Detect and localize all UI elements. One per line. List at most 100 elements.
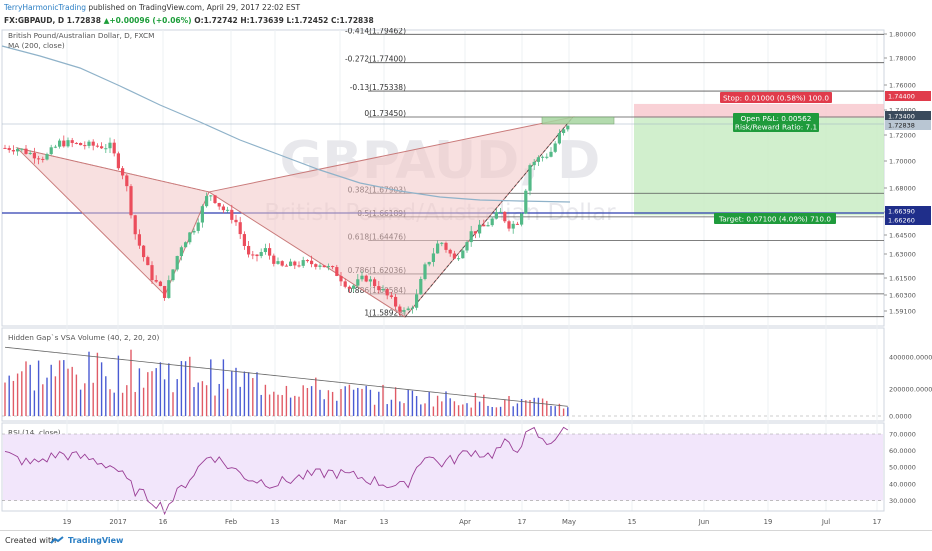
- candle-14: [62, 135, 66, 148]
- candle-118: [499, 207, 503, 213]
- candle-93: [394, 293, 398, 310]
- candle-130: [549, 147, 553, 158]
- candle-body-13: [58, 140, 62, 147]
- candle-body-60: [255, 254, 259, 257]
- candle-body-79: [335, 267, 339, 276]
- candle-49: [209, 194, 213, 201]
- fib-label-9: 1(1.58928): [364, 309, 406, 318]
- candle-body-77: [326, 266, 330, 268]
- price-tick-3: 1.74000: [889, 107, 916, 115]
- candle-body-27: [116, 153, 120, 169]
- candle-body-44: [188, 232, 192, 243]
- candle-75: [318, 263, 322, 270]
- candle-58: [247, 240, 251, 258]
- fib-label-1: -0.272(1.77400): [345, 55, 406, 64]
- ohlc-open: O:1.72742: [194, 16, 238, 25]
- candle-body-125: [528, 165, 532, 191]
- time-tick-2: 16: [159, 518, 168, 526]
- author-link[interactable]: TerryHarmonicTrading: [4, 3, 86, 12]
- candle-70: [297, 261, 301, 268]
- footer: Created with TradingView: [0, 530, 932, 551]
- candle-91: [385, 288, 389, 300]
- candle-97: [410, 305, 414, 314]
- time-tick-6: 13: [380, 518, 389, 526]
- candle-23: [100, 142, 104, 149]
- candle-105: [444, 241, 448, 253]
- candle-body-29: [125, 175, 129, 187]
- target-label: Target: 0.07100 (4.09%) 710.0: [714, 213, 836, 224]
- chart-area[interactable]: GBPAUD, DBritish Pound/Australian Dollar…: [0, 28, 932, 530]
- stop-label-bg: [720, 92, 832, 103]
- pattern-bd-dashed: [404, 116, 574, 318]
- candle-1: [7, 145, 11, 153]
- price-tick-8: 1.64500: [889, 232, 916, 240]
- candle-body-112: [473, 231, 477, 234]
- candle-body-63: [268, 248, 272, 256]
- candle-body-36: [154, 280, 158, 282]
- candle-body-123: [520, 213, 524, 225]
- candle-body-54: [230, 209, 234, 220]
- candle-46: [196, 218, 200, 234]
- legend-volume: Hidden Gap`s VSA Volume (40, 2, 20, 20): [8, 333, 160, 342]
- tradingview-brand[interactable]: TradingView: [68, 536, 124, 545]
- candle-body-22: [95, 145, 99, 147]
- price-tag-blue-a-text: 1.66390: [888, 208, 915, 216]
- candle-86: [364, 274, 368, 283]
- candle-body-50: [213, 195, 217, 203]
- candle-body-121: [511, 223, 515, 229]
- candle-81: [343, 278, 347, 289]
- candle-76: [322, 265, 326, 268]
- candle-42: [179, 245, 183, 261]
- price-tag-last-b-text: 1.72838: [888, 122, 915, 130]
- candle-body-127: [536, 157, 540, 162]
- candle-63: [268, 243, 272, 260]
- candle-74: [314, 263, 318, 270]
- candle-body-83: [352, 285, 356, 289]
- volume-tick-2: 0.0000: [889, 413, 912, 421]
- candle-body-48: [205, 196, 209, 207]
- candle-body-119: [503, 211, 507, 222]
- candle-129: [545, 153, 549, 160]
- price-tag-blue-b-text: 1.66260: [888, 217, 915, 225]
- candle-82: [347, 285, 351, 293]
- candle-7: [32, 147, 36, 164]
- candle-body-16: [70, 140, 74, 143]
- candle-body-133: [562, 129, 566, 134]
- price-tag-blue-a-bg: [885, 206, 931, 216]
- ohlc-low: L:1.72452: [286, 16, 329, 25]
- candle-19: [83, 141, 87, 150]
- candle-body-80: [339, 275, 343, 282]
- candle-body-117: [494, 212, 498, 219]
- candle-104: [440, 241, 444, 247]
- candle-body-6: [28, 152, 32, 154]
- candle-60: [255, 254, 259, 262]
- candle-body-118: [499, 211, 503, 213]
- candle-body-74: [314, 264, 318, 267]
- rsi-band: [3, 434, 883, 501]
- time-tick-13: Jul: [821, 518, 830, 526]
- candle-body-18: [79, 142, 83, 146]
- candle-50: [213, 195, 217, 205]
- candle-64: [272, 253, 276, 267]
- candle-body-91: [385, 289, 389, 296]
- candle-body-73: [310, 260, 314, 265]
- candle-67: [284, 263, 288, 267]
- price-tick-10: 1.61500: [889, 275, 916, 283]
- change-arrow-icon: ▲: [103, 16, 110, 25]
- candle-134: [566, 125, 570, 132]
- candle-body-134: [566, 125, 570, 130]
- price-tag-blue-b: 1.66260: [885, 215, 931, 225]
- candle-123: [520, 212, 524, 227]
- candle-body-51: [217, 202, 221, 207]
- candle-69: [293, 260, 297, 270]
- candle-84: [356, 274, 360, 288]
- candle-body-57: [242, 234, 246, 246]
- candle-109: [461, 247, 465, 259]
- rsi-tick-1: 60.0000: [889, 447, 916, 455]
- candle-body-61: [259, 252, 263, 257]
- volume-tick-0: 400000.0000: [889, 354, 932, 362]
- candle-52: [221, 204, 225, 214]
- candle-25: [108, 137, 112, 153]
- candle-body-28: [121, 168, 125, 176]
- price-tag-stop-bg: [885, 91, 931, 101]
